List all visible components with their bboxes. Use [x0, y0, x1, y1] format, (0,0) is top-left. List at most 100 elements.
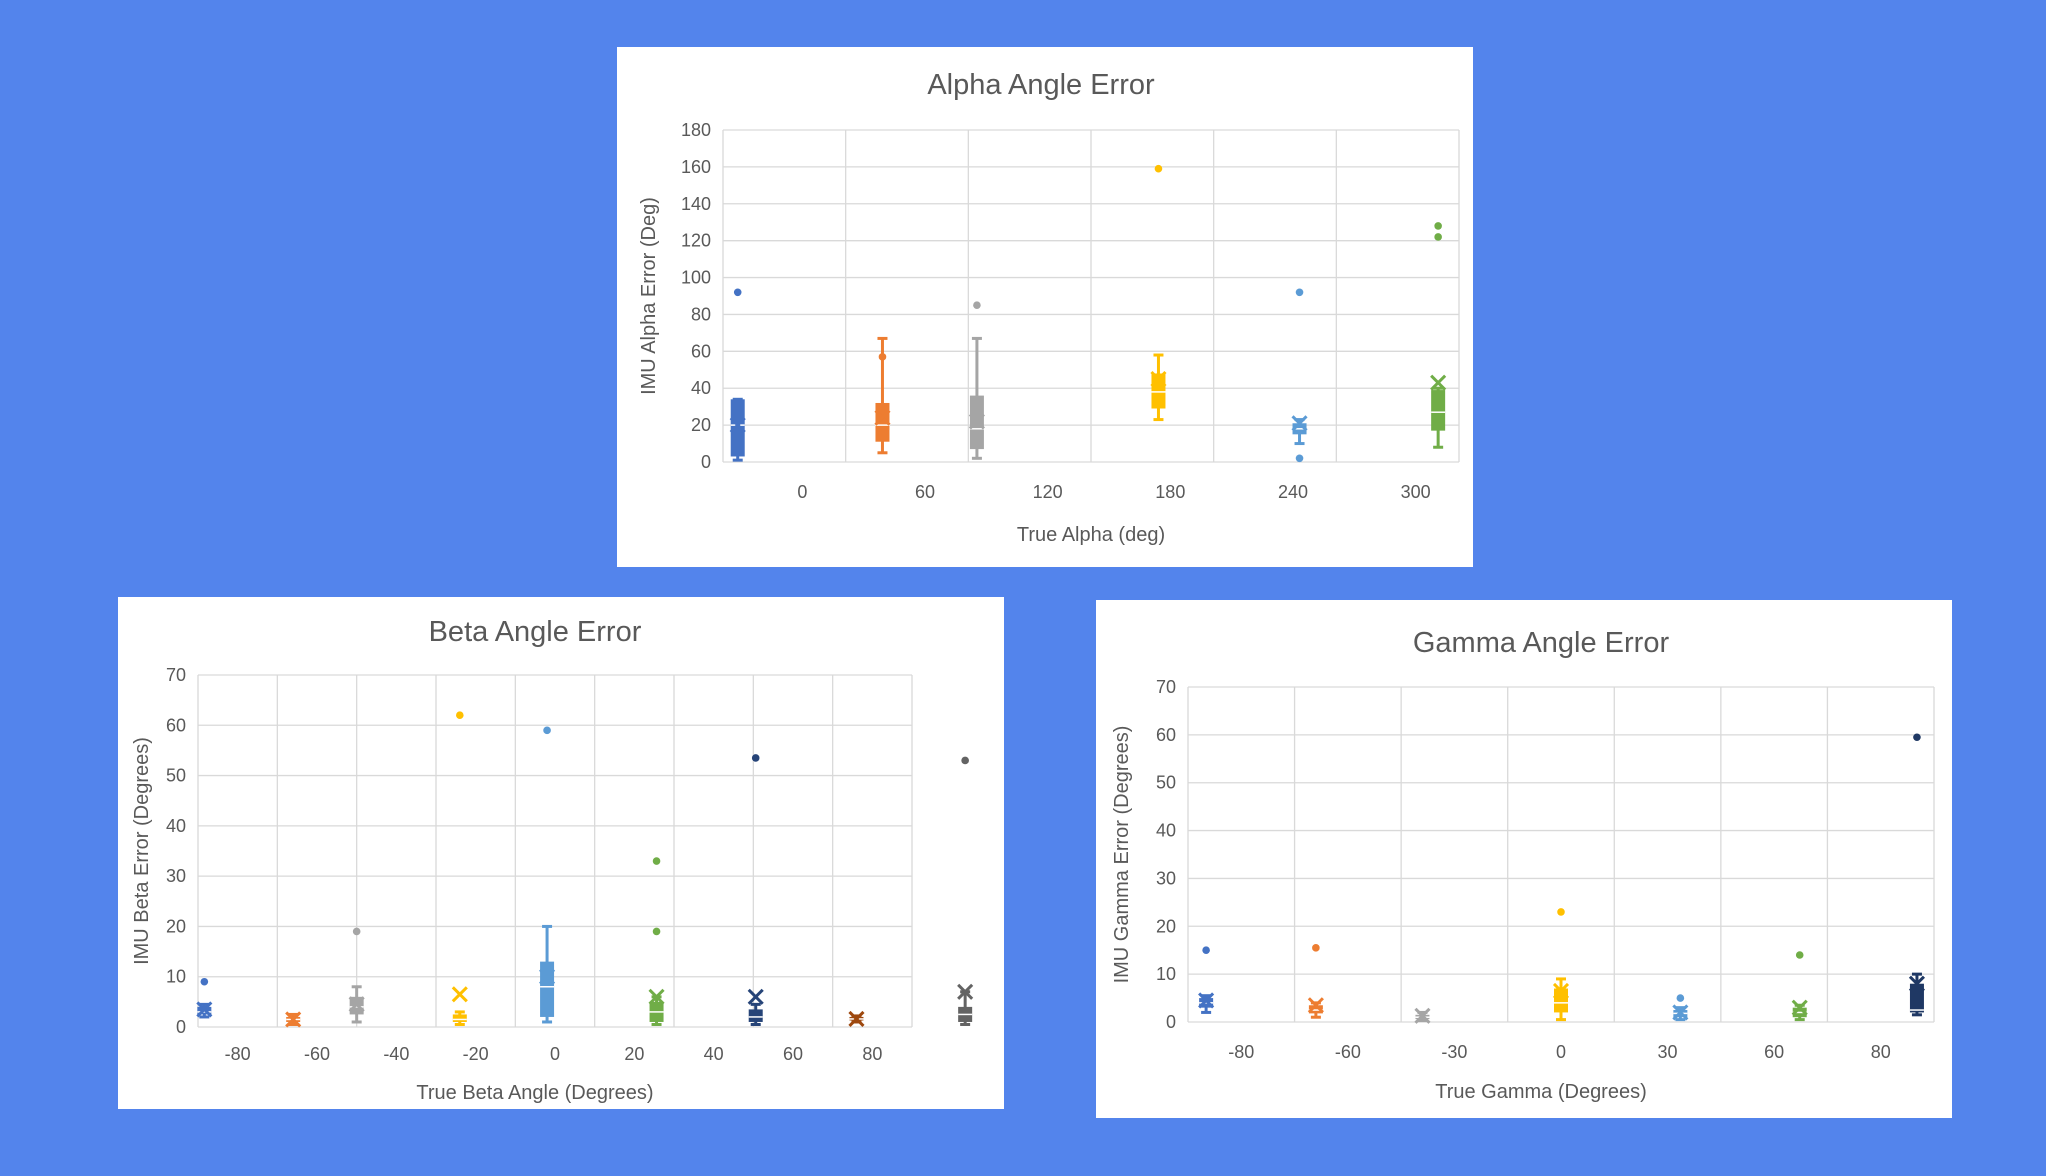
outlier-point [1202, 946, 1210, 955]
mean-marker [747, 988, 764, 1005]
gamma-x-tick-label: -30 [1441, 1042, 1467, 1062]
beta-x-axis-title: True Beta Angle (Degrees) [416, 1082, 653, 1104]
outlier-point [352, 927, 361, 936]
outlier-point [652, 857, 661, 865]
gamma-box-0 [1198, 946, 1215, 1014]
mean-marker [729, 417, 746, 434]
beta-box-2 [348, 927, 365, 1024]
alpha-x-axis-title: True Alpha (deg) [1017, 524, 1165, 546]
mean-marker [1552, 982, 1570, 999]
alpha-chart-panel: 0 20 40 60 80 100 120 140 160 180 0 60 120 180 240 300 A… [617, 47, 1473, 567]
mean-marker [1908, 975, 1926, 992]
beta-y-axis-title: IMU Beta Error (Degrees) [131, 737, 153, 965]
box-body [1431, 390, 1446, 431]
alpha-y-tick-label: 120 [681, 231, 711, 251]
box-body [452, 1014, 467, 1022]
outlier-point [1676, 994, 1685, 1002]
outlier-point [543, 726, 551, 735]
alpha-x-tick-label: 180 [1155, 482, 1185, 502]
mean-marker [1198, 992, 1215, 1009]
gamma-chart-title: Gamma Angle Error [1413, 627, 1670, 659]
box-body [540, 961, 555, 1017]
gamma-y-tick-label: 60 [1156, 725, 1176, 745]
alpha-x-tick-label: 240 [1278, 482, 1308, 502]
beta-chart-panel: 0 10 20 30 40 50 60 70 -80 -60 -40 -20 0 20 40 60 80 Beta… [118, 597, 1004, 1109]
beta-x-tick-label: 0 [550, 1044, 560, 1064]
beta-y-tick-label: 60 [166, 715, 186, 735]
alpha-y-tick-label: 60 [691, 341, 711, 361]
outlier-point [1295, 454, 1304, 463]
beta-x-tick-label: -40 [383, 1044, 409, 1064]
alpha-y-tick-label: 0 [701, 452, 711, 472]
outlier-point [1913, 733, 1921, 742]
gamma-x-tick-label: 0 [1556, 1042, 1566, 1062]
beta-x-tick-label: -20 [463, 1044, 489, 1064]
alpha-box-3 [1150, 164, 1167, 422]
beta-y-tick-label: 30 [166, 866, 186, 886]
mean-marker [1430, 374, 1447, 391]
beta-chart-svg: 0 10 20 30 40 50 60 70 -80 -60 -40 -20 0 20 40 60 80 Beta… [131, 616, 974, 1104]
alpha-x-tick-label: 0 [797, 482, 807, 502]
outlier-point [1154, 164, 1163, 173]
gamma-box-3 [1552, 908, 1570, 1022]
mean-marker [648, 988, 665, 1005]
outlier-point [1295, 288, 1304, 297]
mean-marker [1414, 1007, 1431, 1024]
alpha-y-tick-label: 40 [691, 378, 711, 398]
mean-marker [874, 409, 891, 426]
gamma-box-4 [1672, 994, 1689, 1022]
gamma-x-tick-label: 80 [1871, 1042, 1891, 1062]
gamma-x-tick-label: 60 [1764, 1042, 1784, 1062]
outlier-point [1434, 233, 1442, 241]
mean-marker [957, 983, 974, 1000]
outlier-point [200, 977, 209, 986]
gamma-box-5 [1791, 951, 1808, 1022]
gamma-x-tick-label: -60 [1335, 1042, 1361, 1062]
mean-marker [451, 986, 468, 1003]
beta-y-tick-label: 50 [166, 766, 186, 786]
alpha-y-tick-label: 20 [691, 415, 711, 435]
box-body [730, 399, 745, 457]
outlier-point [1312, 944, 1320, 952]
gamma-y-tick-label: 0 [1166, 1012, 1176, 1032]
gamma-x-axis-title: True Gamma (Degrees) [1435, 1081, 1647, 1103]
mean-marker [196, 1001, 213, 1018]
beta-box-5 [648, 857, 665, 1026]
beta-box-3 [451, 711, 468, 1026]
beta-x-tick-label: -60 [304, 1044, 330, 1064]
alpha-box-2 [968, 301, 985, 460]
gamma-y-tick-label: 40 [1156, 821, 1176, 841]
beta-x-tick-label: 80 [862, 1044, 882, 1064]
beta-y-tick-label: 20 [166, 916, 186, 936]
alpha-y-tick-label: 80 [691, 304, 711, 324]
mean-marker [1672, 1004, 1689, 1021]
gamma-box-6 [1908, 733, 1926, 1017]
mean-marker [1291, 415, 1308, 432]
gamma-y-axis-title: IMU Gamma Error (Degrees) [1111, 726, 1133, 984]
beta-box-0 [196, 977, 213, 1019]
alpha-x-tick-label: 60 [915, 482, 935, 502]
gamma-y-tick-label: 10 [1156, 964, 1176, 984]
mean-marker [1150, 370, 1167, 388]
gamma-chart-svg: 0 10 20 30 40 50 60 70 -80 -60 -30 0 30 60 80 Gamma Ang… [1111, 627, 1935, 1103]
mean-marker [1307, 997, 1324, 1014]
alpha-y-axis-title: IMU Alpha Error (Deg) [638, 197, 660, 395]
alpha-chart-title: Alpha Angle Error [927, 69, 1155, 101]
outlier-point [733, 288, 742, 297]
mean-marker [968, 413, 985, 430]
beta-x-tick-label: 60 [783, 1044, 803, 1064]
gamma-x-tick-label: -80 [1228, 1042, 1254, 1062]
alpha-box-0 [729, 288, 746, 462]
beta-chart-title: Beta Angle Error [429, 616, 642, 648]
outlier-point [878, 353, 887, 361]
beta-y-tick-label: 10 [166, 967, 186, 987]
outlier-point [652, 927, 661, 936]
outlier-point [1557, 908, 1565, 916]
beta-box-6 [747, 754, 764, 1026]
alpha-chart-svg: 0 20 40 60 80 100 120 140 160 180 0 60 120 180 240 300 A… [638, 69, 1460, 546]
alpha-x-tick-label: 120 [1033, 482, 1063, 502]
gamma-box-2 [1414, 1007, 1431, 1024]
beta-y-tick-label: 70 [166, 665, 186, 685]
alpha-x-tick-label: 300 [1401, 482, 1431, 502]
outlier-point [961, 756, 969, 765]
